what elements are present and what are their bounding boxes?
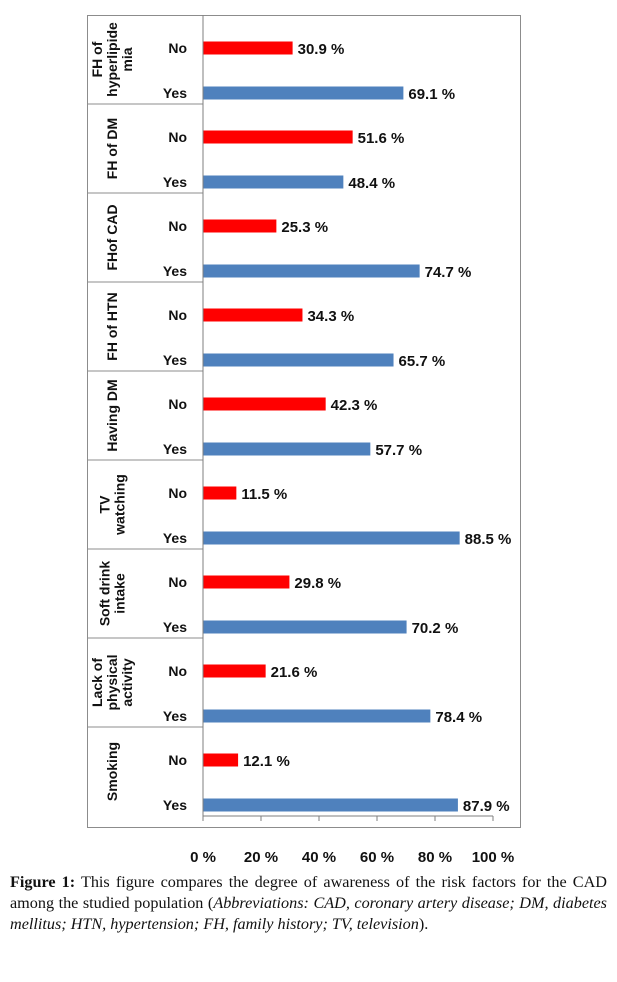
- data-label: 34.3 %: [307, 308, 354, 325]
- category-label: Yes: [163, 263, 187, 279]
- group-label: Smoking: [104, 742, 120, 801]
- group-label-line: activity: [119, 658, 135, 706]
- category-label: Yes: [163, 352, 187, 368]
- category-label: Yes: [163, 530, 187, 546]
- category-label: No: [168, 218, 187, 234]
- bar-yes: [203, 86, 404, 100]
- bar-no: [203, 753, 239, 767]
- group-label: FH of HTN: [104, 292, 120, 360]
- bar-no: [203, 664, 266, 678]
- category-label: Yes: [163, 174, 187, 190]
- bar-no: [203, 575, 290, 589]
- x-tick-label: 80 %: [418, 849, 452, 866]
- caption-text: This figure compares the degree of aware…: [10, 873, 607, 912]
- x-tick-label: 40 %: [302, 849, 336, 866]
- data-label: 74.7 %: [425, 264, 472, 281]
- bar-no: [203, 486, 237, 500]
- group-label-line: physical: [104, 654, 120, 710]
- data-label: 30.9 %: [298, 41, 345, 58]
- group-label-line: Smoking: [104, 742, 120, 801]
- data-label: 88.5 %: [465, 531, 512, 548]
- category-label: No: [168, 485, 187, 501]
- bar-yes: [203, 709, 431, 723]
- data-label: 78.4 %: [435, 709, 482, 726]
- group-label: FH ofhyperlipidemia: [89, 22, 135, 97]
- data-label: 57.7 %: [375, 442, 422, 459]
- x-tick-label: 0 %: [190, 849, 216, 866]
- bar-no: [203, 130, 353, 144]
- bar-yes: [203, 531, 460, 545]
- category-label: No: [168, 307, 187, 323]
- data-label: 48.4 %: [348, 175, 395, 192]
- bar-yes: [203, 442, 371, 456]
- group-label-line: TV: [97, 495, 113, 514]
- x-tick-label: 20 %: [244, 849, 278, 866]
- data-label: 69.1 %: [408, 86, 455, 103]
- data-label: 21.6 %: [271, 664, 318, 681]
- group-label-line: FH of DM: [104, 118, 120, 179]
- bar-no: [203, 308, 303, 322]
- group-label: Having DM: [104, 379, 120, 451]
- group-label-line: FH of: [89, 41, 105, 77]
- group-label: TVwatching: [97, 474, 128, 536]
- group-label-line: mia: [119, 47, 135, 71]
- group-label-line: Soft drink: [97, 561, 113, 627]
- bar-chart: FH ofhyperlipidemia No 30.9 % Yes 69.1 % FH o…: [87, 15, 515, 866]
- group-label-line: watching: [112, 474, 128, 536]
- data-label: 70.2 %: [412, 620, 459, 637]
- bar-yes: [203, 798, 458, 812]
- data-label: 25.3 %: [281, 219, 328, 236]
- caption-abbreviations: Abbreviations: CAD, coronary artery dise…: [10, 894, 607, 933]
- x-tick-label: 60 %: [360, 849, 394, 866]
- category-label: No: [168, 663, 187, 679]
- data-label: 12.1 %: [243, 753, 290, 770]
- figure-caption: Figure 1: This figure compares the degre…: [10, 872, 607, 935]
- category-label: No: [168, 129, 187, 145]
- x-tick-label: 100 %: [472, 849, 515, 866]
- group-label: Soft drinkintake: [97, 561, 128, 627]
- category-label: Yes: [163, 708, 187, 724]
- group-label-line: hyperlipide: [104, 22, 120, 97]
- group-label: FHof CAD: [104, 204, 120, 270]
- bar-yes: [203, 264, 420, 278]
- group-label-line: FHof CAD: [104, 204, 120, 270]
- group-label: Lack ofphysicalactivity: [89, 654, 135, 710]
- group-label: FH of DM: [104, 118, 120, 179]
- category-label: No: [168, 40, 187, 56]
- data-label: 87.9 %: [463, 798, 510, 815]
- data-label: 51.6 %: [358, 130, 405, 147]
- category-label: Yes: [163, 619, 187, 635]
- data-label: 65.7 %: [399, 353, 446, 370]
- bar-no: [203, 41, 293, 55]
- data-label: 29.8 %: [294, 575, 341, 592]
- group-label-line: FH of HTN: [104, 292, 120, 360]
- category-label: Yes: [163, 441, 187, 457]
- group-label-line: Lack of: [89, 658, 105, 707]
- category-label: No: [168, 396, 187, 412]
- bar-yes: [203, 175, 344, 189]
- bar-no: [203, 219, 277, 233]
- category-label: Yes: [163, 797, 187, 813]
- category-label: Yes: [163, 85, 187, 101]
- bar-no: [203, 397, 326, 411]
- bar-yes: [203, 620, 407, 634]
- category-label: No: [168, 574, 187, 590]
- chart-frame: [87, 15, 521, 828]
- category-label: No: [168, 752, 187, 768]
- caption-end: ).: [418, 915, 429, 933]
- data-label: 42.3 %: [331, 397, 378, 414]
- group-label-line: Having DM: [104, 379, 120, 451]
- data-label: 11.5 %: [241, 486, 287, 503]
- group-label-line: intake: [112, 573, 128, 614]
- bar-yes: [203, 353, 394, 367]
- caption-lead: Figure 1:: [10, 873, 76, 891]
